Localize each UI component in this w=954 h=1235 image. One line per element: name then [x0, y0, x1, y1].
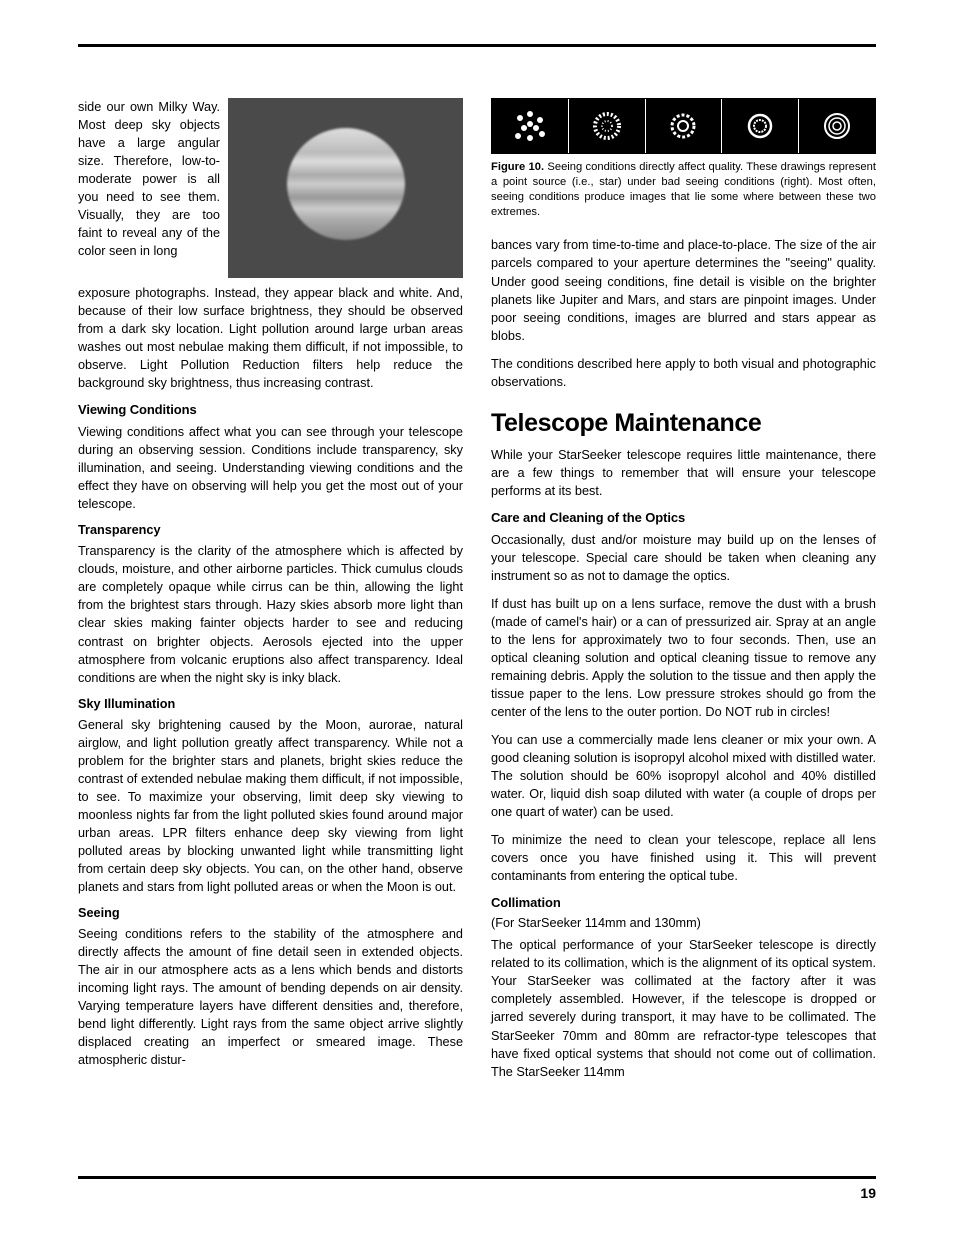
figure-10-caption-text: Seeing conditions directly affect qualit…: [491, 161, 876, 218]
transparency-heading: Transparency: [78, 523, 463, 537]
seeing-cell-3: [646, 99, 723, 153]
maintenance-intro: While your StarSeeker telescope requires…: [491, 446, 876, 500]
figure-10-image: [491, 98, 876, 154]
collimation-body: The optical performance of your StarSeek…: [491, 936, 876, 1080]
transparency-body: Transparency is the clarity of the atmos…: [78, 542, 463, 686]
intro-block: side our own Milky Way. Most deep sky ob…: [78, 98, 463, 282]
intro-continuation: exposure photographs. Instead, they appe…: [78, 284, 463, 392]
left-column: side our own Milky Way. Most deep sky ob…: [78, 98, 463, 1178]
seeing-heading: Seeing: [78, 906, 463, 920]
top-rule: [78, 44, 876, 47]
seeing-cell-5: [799, 99, 875, 153]
seeing-cell-1: [492, 99, 569, 153]
care-p2: If dust has built up on a lens surface, …: [491, 595, 876, 721]
collimation-note: (For StarSeeker 114mm and 130mm): [491, 916, 876, 930]
bottom-rule: [78, 1176, 876, 1179]
sky-illumination-body: General sky brightening caused by the Mo…: [78, 716, 463, 896]
figure-10-caption: Figure 10. Seeing conditions directly af…: [491, 160, 876, 220]
care-p3: You can use a commercially made lens cle…: [491, 731, 876, 821]
jupiter-image: [228, 98, 463, 278]
seeing-cell-4: [722, 99, 799, 153]
seeing-cell-2: [569, 99, 646, 153]
care-p1: Occasionally, dust and/or moisture may b…: [491, 531, 876, 585]
seeing-note: The conditions described here apply to b…: [491, 355, 876, 391]
viewing-conditions-heading: Viewing Conditions: [78, 402, 463, 417]
sky-illumination-heading: Sky Illumination: [78, 697, 463, 711]
seeing-continuation: bances vary from time-to-time and place-…: [491, 236, 876, 344]
page-number: 19: [860, 1185, 876, 1201]
telescope-maintenance-heading: Telescope Maintenance: [491, 409, 876, 438]
seeing-body: Seeing conditions refers to the stabilit…: [78, 925, 463, 1069]
content-columns: side our own Milky Way. Most deep sky ob…: [78, 98, 876, 1178]
right-column: Figure 10. Seeing conditions directly af…: [491, 98, 876, 1178]
jupiter-planet-graphic: [287, 128, 405, 240]
care-p4: To minimize the need to clean your teles…: [491, 831, 876, 885]
viewing-conditions-body: Viewing conditions affect what you can s…: [78, 423, 463, 513]
collimation-heading: Collimation: [491, 895, 876, 910]
figure-10-label: Figure 10.: [491, 161, 544, 173]
care-heading: Care and Cleaning of the Optics: [491, 510, 876, 525]
